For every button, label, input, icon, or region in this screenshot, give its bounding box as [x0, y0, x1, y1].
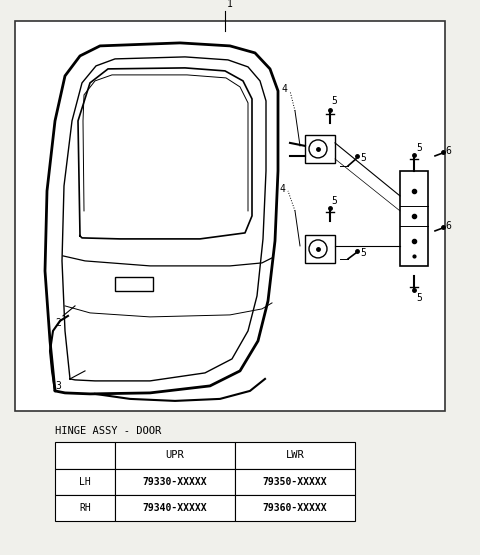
- Text: HINGE ASSY - DOOR: HINGE ASSY - DOOR: [55, 426, 161, 436]
- Bar: [235, 468, 355, 495]
- Text: 2: 2: [55, 318, 61, 328]
- Text: 4: 4: [279, 184, 285, 194]
- Bar: [55, 442, 115, 468]
- Bar: [55, 495, 115, 521]
- Text: 79350-XXXXX: 79350-XXXXX: [263, 477, 327, 487]
- Bar: [15, 21, 445, 411]
- Bar: [115, 442, 235, 468]
- Bar: [235, 495, 355, 521]
- Bar: [305, 235, 335, 263]
- Text: 5: 5: [360, 248, 366, 258]
- Text: 79360-XXXXX: 79360-XXXXX: [263, 503, 327, 513]
- Text: 4: 4: [281, 84, 287, 94]
- Text: RH: RH: [79, 503, 91, 513]
- Bar: [115, 277, 153, 291]
- Bar: [115, 468, 235, 495]
- Bar: [55, 468, 115, 495]
- Bar: [235, 442, 355, 468]
- Text: 5: 5: [416, 143, 422, 153]
- Bar: [115, 495, 235, 521]
- Text: 6: 6: [445, 221, 451, 231]
- Text: 5: 5: [416, 293, 422, 303]
- Text: 1: 1: [227, 0, 233, 9]
- Text: 79340-XXXXX: 79340-XXXXX: [143, 503, 207, 513]
- Text: LH: LH: [79, 477, 91, 487]
- Bar: [305, 135, 335, 163]
- Bar: [400, 171, 428, 266]
- Text: 6: 6: [445, 146, 451, 156]
- Text: 5: 5: [331, 96, 337, 106]
- Text: 79330-XXXXX: 79330-XXXXX: [143, 477, 207, 487]
- Text: 5: 5: [360, 153, 366, 163]
- Text: 5: 5: [331, 196, 337, 206]
- Text: 3: 3: [55, 381, 61, 391]
- Text: LWR: LWR: [286, 451, 304, 461]
- Text: UPR: UPR: [166, 451, 184, 461]
